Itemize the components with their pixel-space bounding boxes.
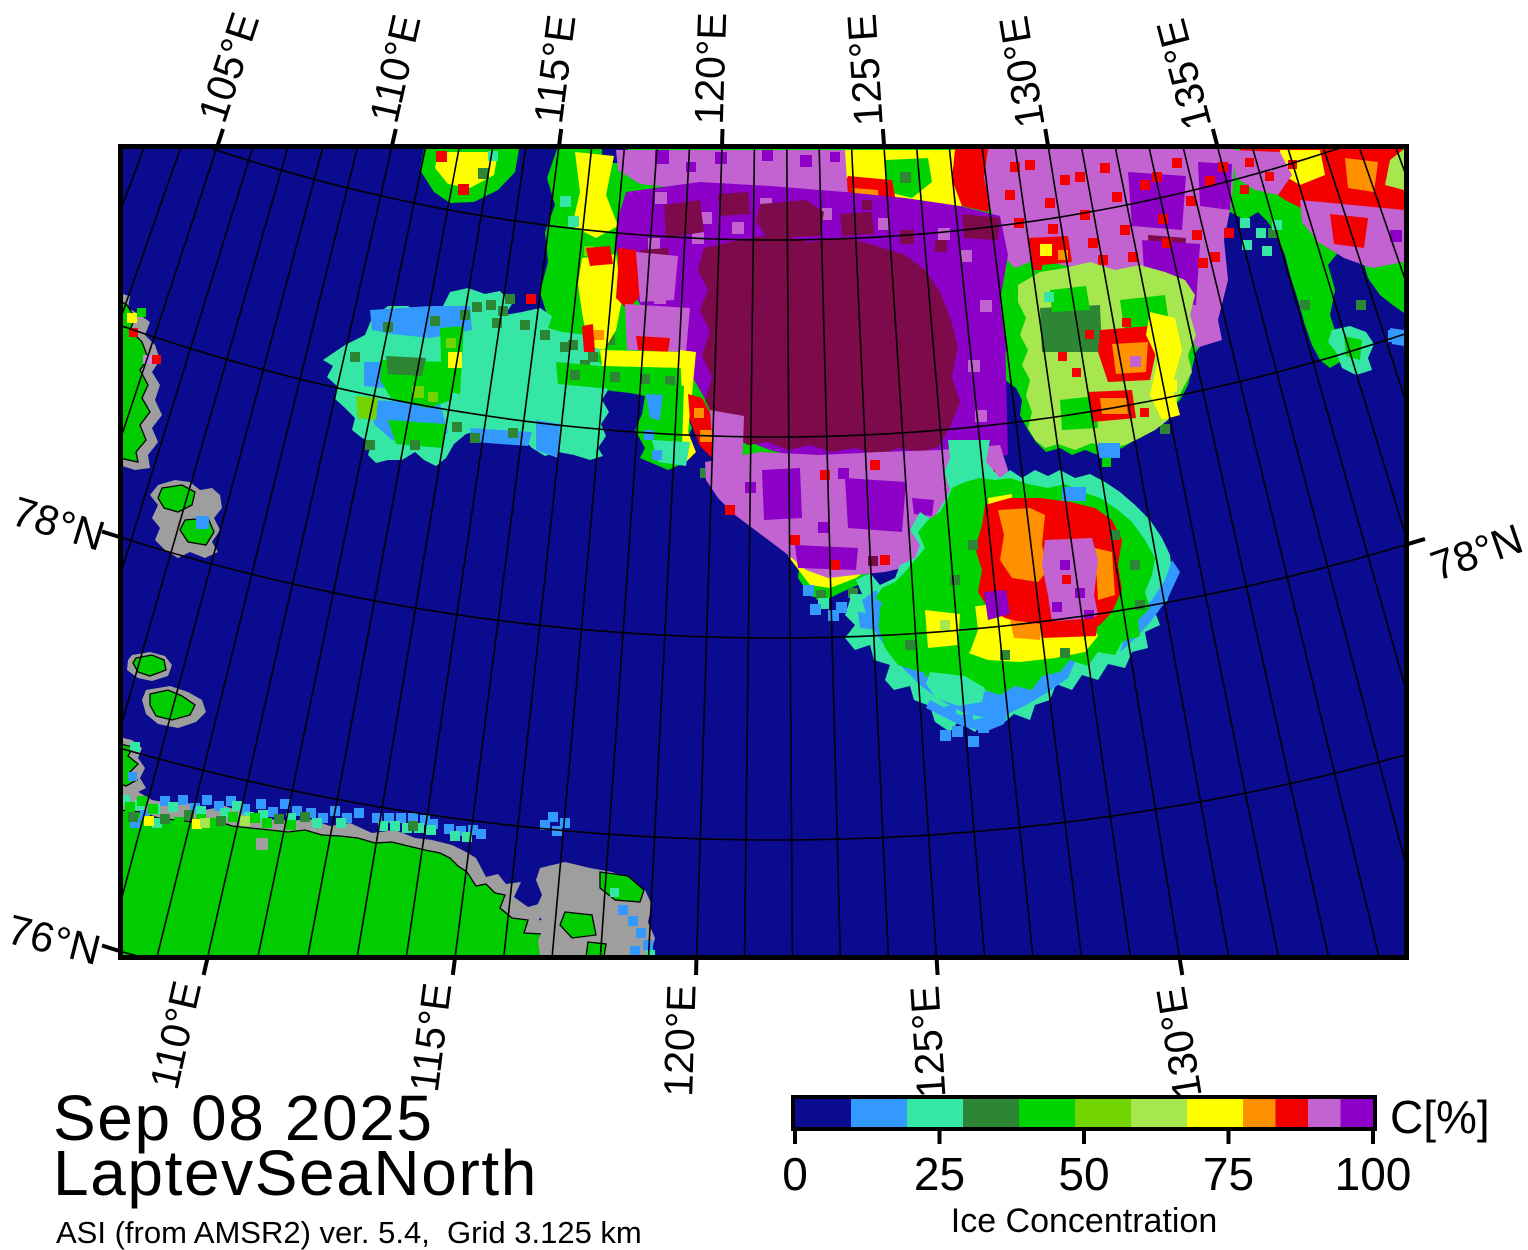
- svg-text:75: 75: [1203, 1148, 1254, 1200]
- svg-text:LaptevSeaNorth: LaptevSeaNorth: [53, 1137, 538, 1209]
- svg-text:0: 0: [782, 1148, 808, 1200]
- svg-text:120°E: 120°E: [655, 984, 705, 1098]
- svg-text:Sep 08 2025: Sep 08 2025: [53, 1082, 434, 1154]
- svg-text:100: 100: [1335, 1148, 1412, 1200]
- svg-text:120°E: 120°E: [686, 12, 736, 126]
- svg-text:ASI (from AMSR2) ver. 5.4, Gr: ASI (from AMSR2) ver. 5.4, Grid 3.125 km: [56, 1215, 642, 1250]
- svg-text:C[%]: C[%]: [1390, 1091, 1490, 1143]
- svg-text:125°E: 125°E: [901, 984, 954, 1099]
- svg-text:50: 50: [1058, 1148, 1109, 1200]
- svg-text:Ice Concentration: Ice Concentration: [951, 1202, 1218, 1240]
- svg-text:25: 25: [914, 1148, 965, 1200]
- svg-text:125°E: 125°E: [839, 12, 892, 127]
